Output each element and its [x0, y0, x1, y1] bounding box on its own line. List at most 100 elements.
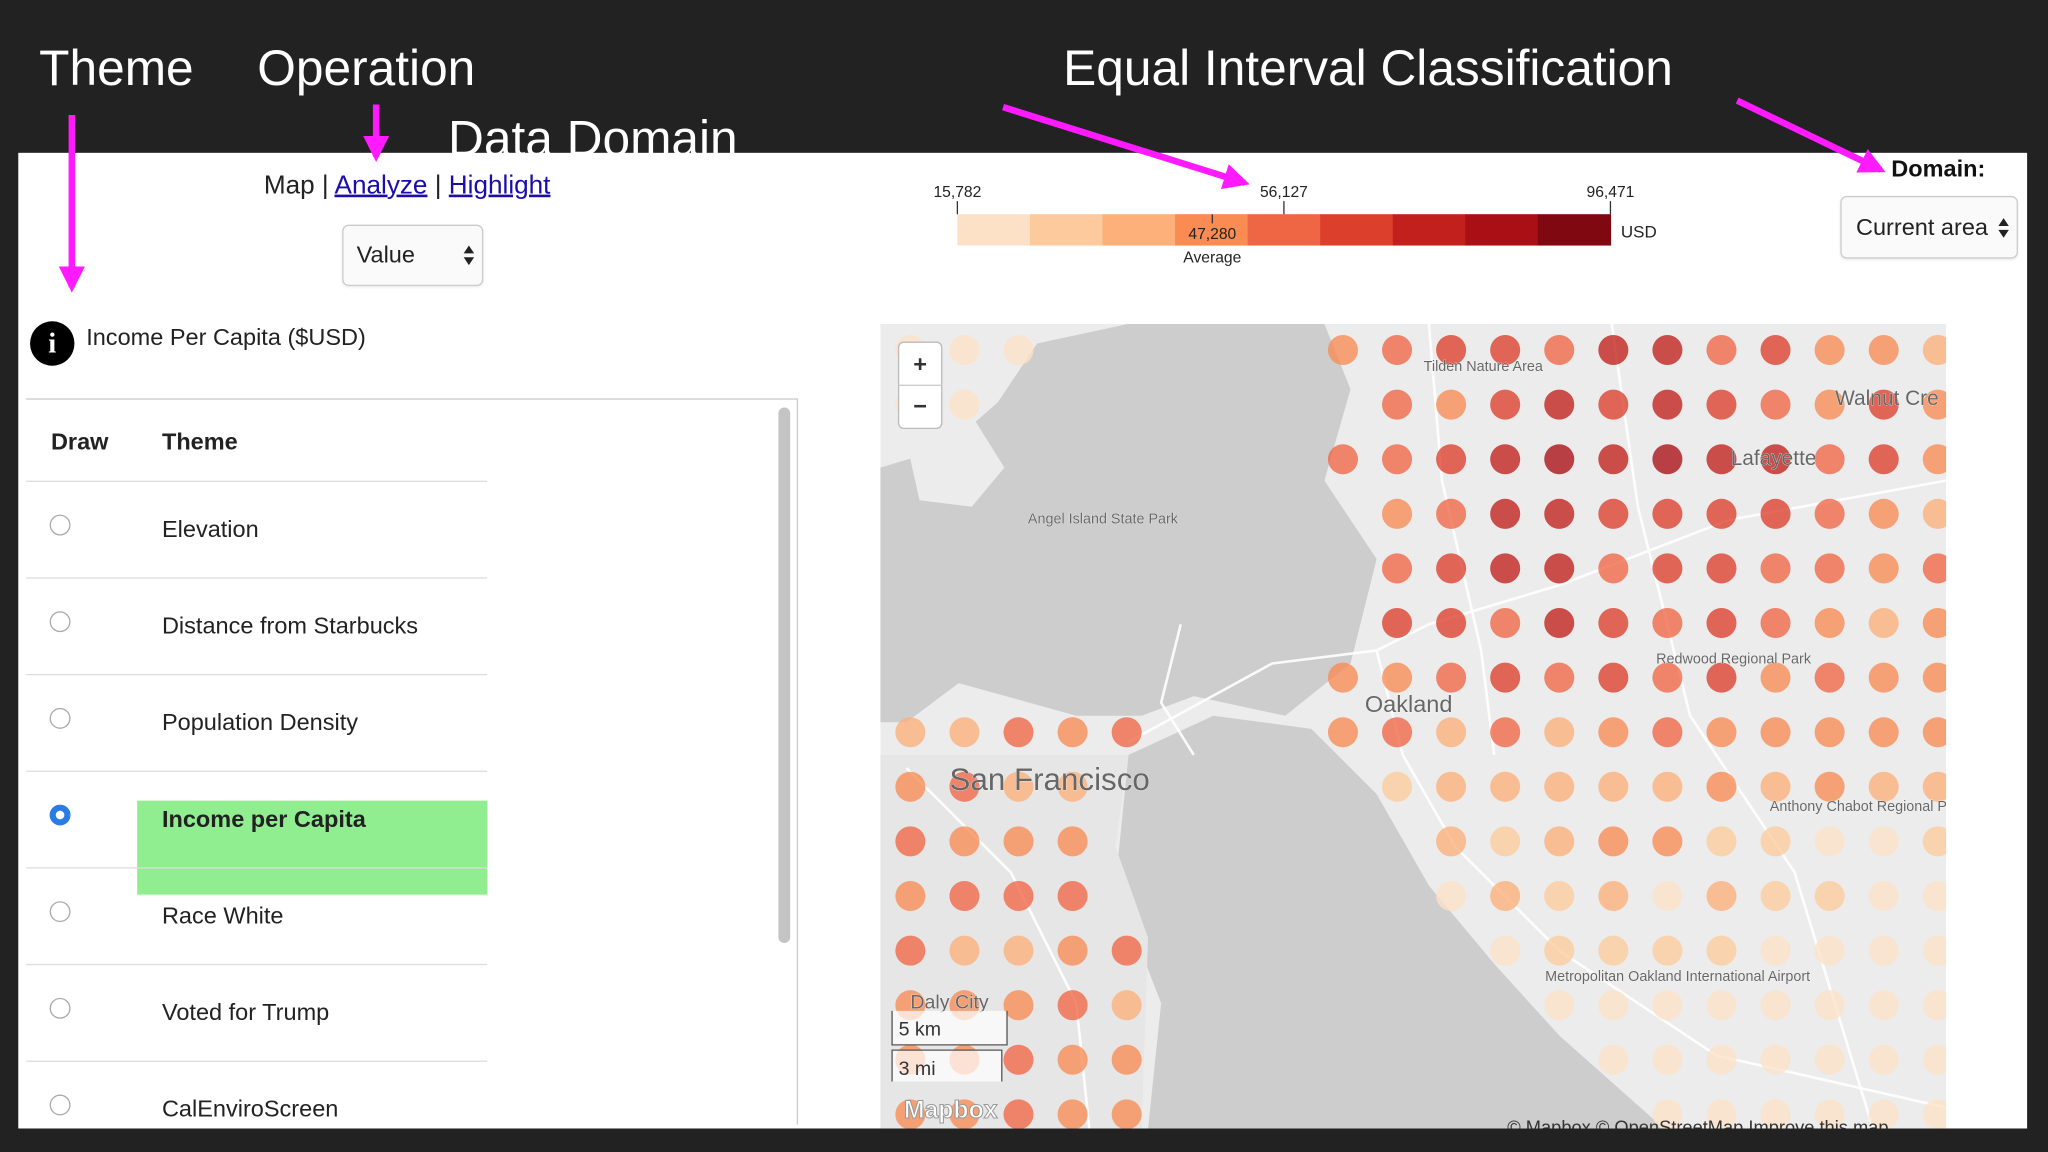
map-dot [1868, 553, 1899, 584]
radio[interactable] [49, 707, 71, 729]
map-dot [949, 771, 980, 802]
place-label: Oakland [1365, 691, 1453, 717]
map-dot [1868, 498, 1899, 529]
map-dot [1436, 335, 1467, 366]
scrollbar[interactable] [778, 407, 791, 944]
nav-item[interactable]: Map [263, 171, 315, 200]
map-dot [1652, 1044, 1683, 1075]
map-dot [895, 880, 926, 912]
map-dot [1922, 826, 1947, 857]
place-label: Lafayette [1731, 447, 1817, 470]
map-dot [1003, 826, 1034, 857]
map-dot [1814, 444, 1845, 475]
map-dot [1436, 880, 1467, 912]
map-dot [1003, 935, 1034, 966]
radio[interactable] [49, 901, 71, 923]
map-dot [1436, 826, 1467, 857]
legend: 15,782 56,127 96,471 47,280 Average USD [933, 184, 1656, 266]
map-dot [1382, 335, 1413, 366]
map-dot [1760, 444, 1791, 475]
map-dot [1706, 826, 1737, 857]
map-labels: Tilden Nature Area Walnut Cre Lafayette Ang… [910, 359, 1946, 1014]
radio[interactable] [49, 514, 71, 536]
map-dot [1868, 335, 1899, 366]
map-dot [1760, 990, 1791, 1021]
operation-select[interactable]: Value [342, 224, 484, 287]
map-dot [1760, 935, 1791, 966]
selected-highlight [137, 800, 488, 895]
theme-name: CalEnviroScreen [161, 1095, 339, 1122]
radio[interactable] [49, 804, 71, 826]
scale-label: 3 mi [899, 1058, 936, 1080]
place-label: Anthony Chabot Regional Park [1770, 799, 1946, 815]
map-dot [1922, 1044, 1947, 1075]
layer-title: Income Per Capita ($USD) [86, 323, 366, 351]
info-icon[interactable]: i [30, 321, 75, 366]
scale-label: 5 km [899, 1019, 941, 1041]
island [906, 415, 1005, 507]
zoom-in[interactable]: + [913, 351, 927, 377]
radio[interactable] [49, 997, 71, 1019]
map-dot [1490, 826, 1521, 857]
map-dot [1706, 498, 1737, 529]
map-dot [1814, 553, 1845, 584]
map-logo[interactable]: Mapbox [903, 1097, 998, 1125]
map-dot [1382, 389, 1413, 420]
radio[interactable] [49, 1094, 71, 1116]
map-dot [1868, 717, 1899, 748]
map-dot [1057, 717, 1088, 748]
map-dot [1652, 771, 1683, 802]
map-dot [1814, 662, 1845, 693]
map-dot [1652, 717, 1683, 748]
water [1115, 715, 1664, 1129]
map-dot [949, 717, 980, 748]
nav-link[interactable]: Highlight [448, 171, 551, 200]
row-divider [26, 770, 488, 772]
map-dot [895, 935, 926, 966]
dot-layer [895, 335, 1947, 1129]
legend-swatch [1465, 214, 1539, 246]
map-dot [1652, 335, 1683, 366]
map-dot [1598, 826, 1629, 857]
map-dot [1760, 717, 1791, 748]
map-dot [1868, 444, 1899, 475]
map-dot [949, 1099, 980, 1129]
map-dot [1111, 1044, 1142, 1075]
map-dot [1490, 553, 1521, 584]
place-label: Walnut Cre [1835, 387, 1939, 410]
map-dot [1922, 662, 1947, 693]
map-dot [1652, 444, 1683, 475]
map-dot [1706, 607, 1737, 639]
legend-swatch [957, 214, 1031, 246]
map[interactable]: + − Tilden Nature Area Walnut Cre Lafayett… [880, 323, 1947, 1129]
select-value: Value [356, 241, 415, 268]
map-dot [1436, 389, 1467, 420]
map-dot [1327, 335, 1358, 366]
map-dot [1706, 935, 1737, 966]
arrow-down [463, 257, 475, 266]
attribution[interactable]: © Mapbox © OpenStreetMap Improve this ma… [1507, 1117, 1888, 1129]
map-dot [1111, 717, 1142, 748]
radio[interactable] [49, 611, 71, 633]
nav-link[interactable]: Analyze [334, 171, 428, 200]
legend-tick-label: 96,471 [1587, 184, 1635, 201]
map-dot [1652, 662, 1683, 693]
domain-select[interactable]: Current area [1840, 195, 2018, 259]
legend-tick-label: 56,127 [1260, 184, 1308, 201]
map-dot [1436, 498, 1467, 529]
scale-control: 5 km 3 mi [891, 1010, 1008, 1082]
legend-swatch [1392, 214, 1466, 246]
row-divider [26, 577, 488, 579]
legend-swatch [1029, 214, 1104, 246]
map-dot [1544, 553, 1575, 584]
map-dot [1327, 717, 1358, 748]
zoom-out[interactable]: − [913, 393, 927, 419]
map-dot [1868, 389, 1899, 420]
map-dot [1327, 444, 1358, 475]
map-dot [1003, 1099, 1034, 1129]
map-dot [1382, 553, 1413, 584]
map-dot [1598, 717, 1629, 748]
place-label: Daly City [910, 991, 989, 1013]
map-dot [1598, 771, 1629, 802]
map-dot [1436, 607, 1467, 639]
